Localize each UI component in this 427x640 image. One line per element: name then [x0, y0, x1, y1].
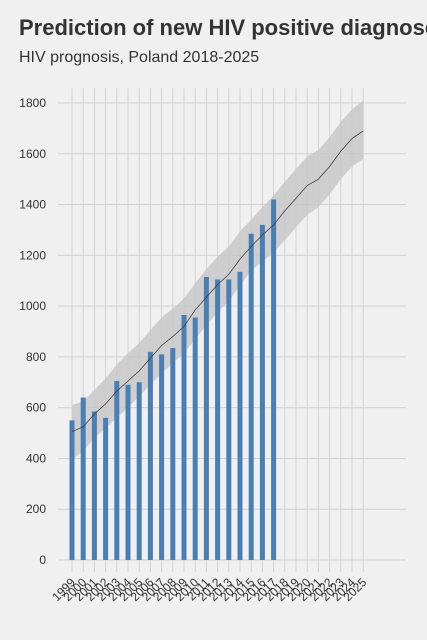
bar [203, 276, 209, 560]
prediction-line [71, 130, 364, 433]
y-tick-label: 1800 [19, 96, 46, 110]
bar [125, 384, 131, 560]
bar [215, 279, 221, 560]
bar [136, 382, 142, 560]
bar [192, 317, 198, 560]
bar [170, 348, 176, 560]
bar [237, 271, 243, 560]
bar [248, 233, 254, 560]
bar [159, 354, 165, 560]
y-tick-label: 0 [39, 553, 46, 567]
bar [226, 279, 232, 560]
y-tick-label: 1400 [19, 198, 46, 212]
y-tick-label: 200 [26, 502, 46, 516]
bar [114, 381, 120, 560]
y-tick-label: 600 [26, 401, 46, 415]
bar [181, 314, 187, 560]
bar [103, 417, 109, 560]
bar [80, 397, 86, 560]
bar [69, 420, 75, 560]
y-tick-label: 1000 [19, 299, 46, 313]
bar [271, 199, 277, 560]
chart-title: Prediction of new HIV positive diagnoses [19, 15, 427, 40]
y-tick-label: 1200 [19, 248, 46, 262]
bar [147, 351, 153, 560]
bar [91, 411, 97, 560]
bar [259, 224, 265, 560]
y-tick-label: 400 [26, 451, 46, 465]
y-tick-label: 1600 [19, 147, 46, 161]
y-tick-label: 800 [26, 350, 46, 364]
chart-subtitle: HIV prognosis, Poland 2018-2025 [19, 49, 260, 66]
